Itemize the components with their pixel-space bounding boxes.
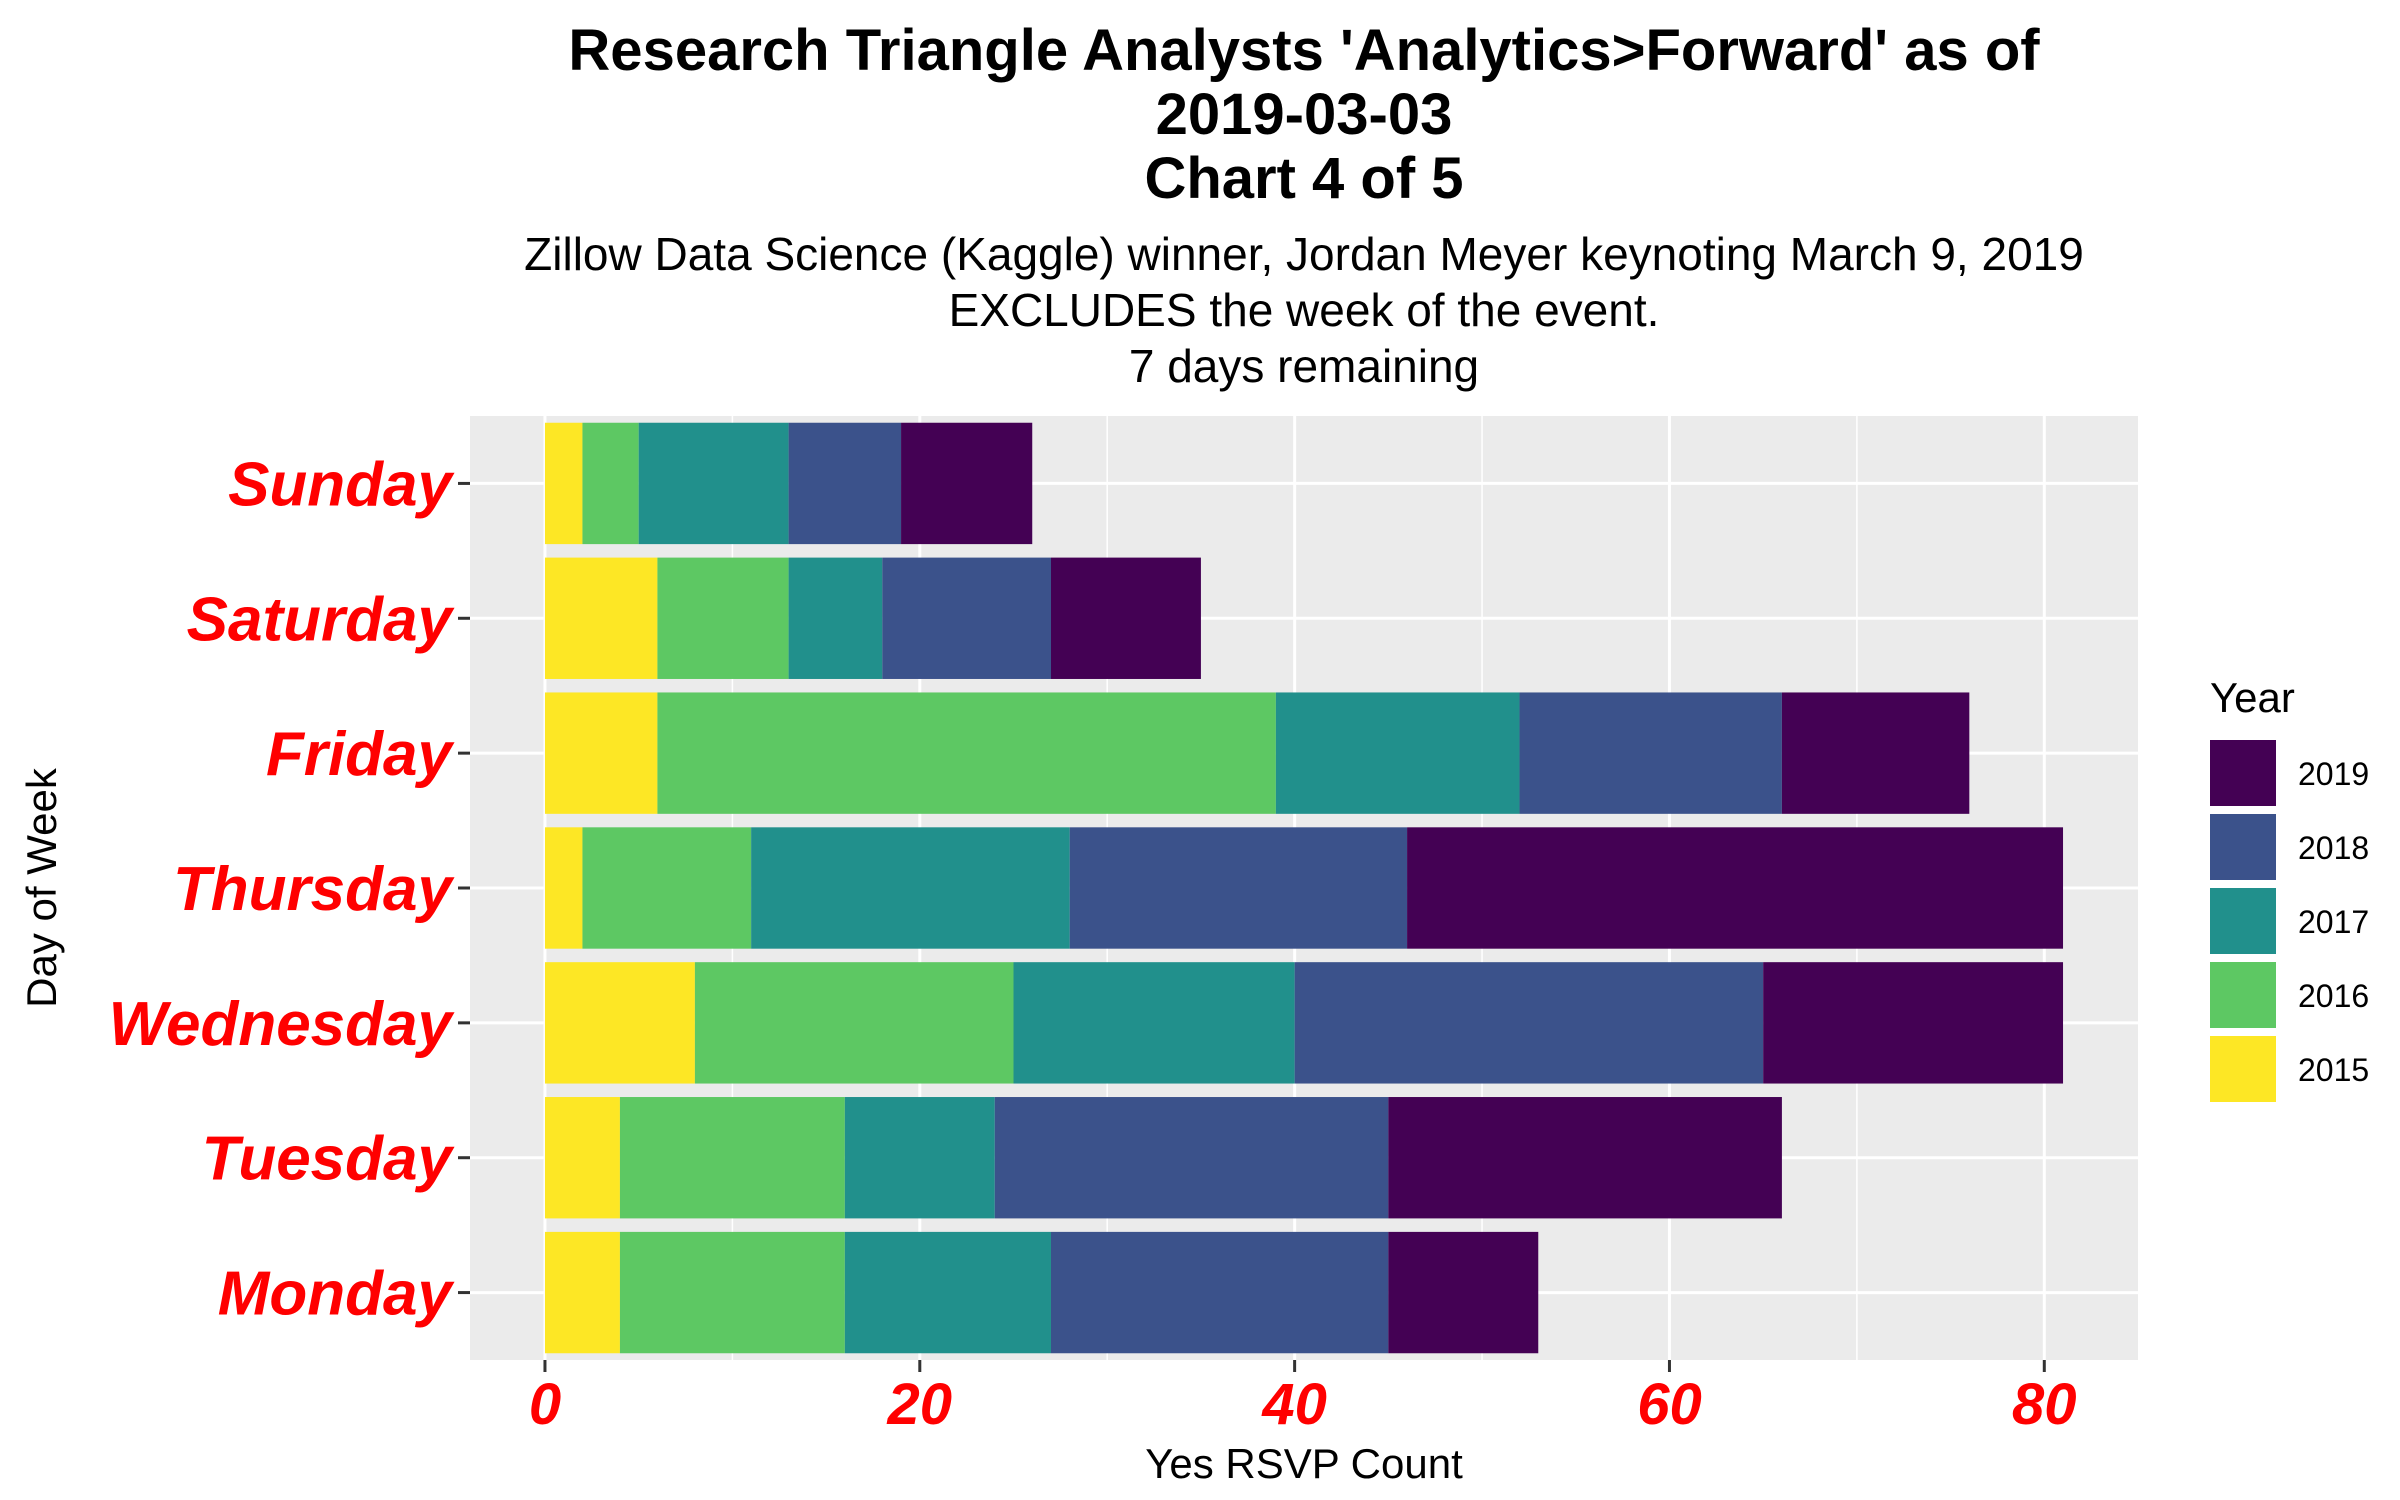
x-axis-labels: 0 20 40 60 80 bbox=[529, 1372, 2077, 1437]
x-tick-label-40: 40 bbox=[1261, 1372, 1327, 1437]
x-tick-label-60: 60 bbox=[1637, 1372, 1702, 1437]
bar-segment-monday-2016 bbox=[619, 1231, 845, 1354]
y-axis-labels: Monday Tuesday Wednesday Thursday Friday Satu… bbox=[109, 450, 456, 1328]
legend-item-2016: 2016 bbox=[2210, 962, 2369, 1028]
legend-label-2019: 2019 bbox=[2298, 756, 2369, 792]
bar-segment-tuesday-2016 bbox=[619, 1097, 845, 1219]
legend-swatch-2016 bbox=[2210, 962, 2276, 1028]
bar-stack-saturday bbox=[544, 557, 1201, 679]
legend-label-2015: 2015 bbox=[2298, 1052, 2369, 1088]
bar-segment-wednesday-2018 bbox=[1294, 962, 1764, 1084]
legend: Year 2019 2018 2017 2016 2015 bbox=[2210, 674, 2369, 1102]
bar-segment-wednesday-2015 bbox=[544, 962, 695, 1084]
bar-segment-monday-2018 bbox=[1050, 1231, 1389, 1354]
bar-stack-tuesday bbox=[544, 1097, 1782, 1219]
bar-segment-wednesday-2019 bbox=[1763, 962, 2064, 1084]
legend-swatch-2019 bbox=[2210, 740, 2276, 806]
y-tick-label-sunday: Sunday bbox=[228, 450, 455, 519]
bar-segment-friday-2018 bbox=[1519, 692, 1782, 814]
x-tick-label-0: 0 bbox=[529, 1372, 561, 1437]
bar-segment-tuesday-2015 bbox=[544, 1097, 620, 1219]
bar-segment-saturday-2015 bbox=[544, 557, 658, 679]
x-axis-ticks bbox=[543, 1360, 2046, 1372]
chart-subtitle: Zillow Data Science (Kaggle) winner, Jor… bbox=[524, 228, 2084, 392]
bar-segment-friday-2016 bbox=[657, 692, 1276, 814]
y-tick-label-tuesday: Tuesday bbox=[202, 1125, 456, 1194]
legend-swatch-2018 bbox=[2210, 814, 2276, 880]
chart-subtitle-line-2: EXCLUDES the week of the event. bbox=[949, 284, 1660, 336]
bar-segment-friday-2019 bbox=[1781, 692, 1970, 814]
bar-segment-friday-2017 bbox=[1275, 692, 1520, 814]
bar-stack-sunday bbox=[544, 422, 1033, 545]
legend-title: Year bbox=[2210, 674, 2295, 721]
bar-segment-sunday-2018 bbox=[788, 422, 902, 545]
bar-segment-thursday-2015 bbox=[544, 827, 583, 949]
bar-segment-saturday-2017 bbox=[788, 557, 883, 679]
bar-segment-tuesday-2018 bbox=[994, 1097, 1389, 1219]
bar-segment-tuesday-2019 bbox=[1388, 1097, 1782, 1219]
bar-segment-saturday-2018 bbox=[882, 557, 1051, 679]
bar-segment-sunday-2019 bbox=[901, 422, 1033, 545]
y-tick-label-saturday: Saturday bbox=[187, 585, 456, 654]
chart-title-line-3: Chart 4 of 5 bbox=[1144, 146, 1463, 211]
bar-segment-saturday-2019 bbox=[1050, 557, 1201, 679]
bar-segment-thursday-2019 bbox=[1407, 827, 2064, 949]
legend-items: 2019 2018 2017 2016 2015 bbox=[2210, 740, 2369, 1102]
bar-stacks bbox=[544, 422, 2064, 1354]
legend-swatch-2015 bbox=[2210, 1036, 2276, 1102]
bar-segment-wednesday-2016 bbox=[694, 962, 1014, 1084]
y-tick-label-wednesday: Wednesday bbox=[109, 990, 456, 1059]
bar-segment-saturday-2016 bbox=[657, 557, 789, 679]
legend-item-2018: 2018 bbox=[2210, 814, 2369, 880]
bar-segment-friday-2015 bbox=[544, 692, 658, 814]
legend-label-2017: 2017 bbox=[2298, 904, 2369, 940]
y-axis-title: Day of Week bbox=[18, 767, 65, 1008]
bar-stack-wednesday bbox=[544, 962, 2064, 1084]
bar-segment-thursday-2016 bbox=[582, 827, 752, 949]
x-axis-title: Yes RSVP Count bbox=[1145, 1440, 1463, 1487]
bar-stack-thursday bbox=[544, 827, 2064, 949]
chart-title-line-1: Research Triangle Analysts 'Analytics>Fo… bbox=[568, 18, 2040, 83]
chart-subtitle-line-1: Zillow Data Science (Kaggle) winner, Jor… bbox=[524, 228, 2084, 280]
legend-swatch-2017 bbox=[2210, 888, 2276, 954]
bar-segment-sunday-2016 bbox=[582, 422, 639, 545]
bar-segment-sunday-2015 bbox=[544, 422, 583, 545]
legend-item-2019: 2019 bbox=[2210, 740, 2369, 806]
bar-segment-sunday-2017 bbox=[638, 422, 789, 545]
bar-segment-monday-2017 bbox=[844, 1231, 1051, 1354]
bar-segment-wednesday-2017 bbox=[1013, 962, 1295, 1084]
bar-stack-monday bbox=[544, 1231, 1539, 1354]
legend-label-2016: 2016 bbox=[2298, 978, 2369, 1014]
y-axis-ticks bbox=[458, 481, 470, 1295]
bar-segment-tuesday-2017 bbox=[844, 1097, 995, 1219]
y-tick-label-friday: Friday bbox=[266, 720, 456, 789]
legend-label-2018: 2018 bbox=[2298, 830, 2369, 866]
chart-title-line-2: 2019-03-03 bbox=[1156, 82, 1453, 147]
chart-subtitle-line-3: 7 days remaining bbox=[1129, 340, 1479, 392]
y-tick-label-thursday: Thursday bbox=[173, 855, 456, 924]
x-tick-label-80: 80 bbox=[2012, 1372, 2077, 1437]
bar-segment-monday-2015 bbox=[544, 1231, 620, 1354]
legend-item-2017: 2017 bbox=[2210, 888, 2369, 954]
bar-segment-monday-2019 bbox=[1388, 1231, 1539, 1354]
bar-stack-friday bbox=[544, 692, 1970, 814]
y-tick-label-monday: Monday bbox=[218, 1260, 456, 1329]
legend-item-2015: 2015 bbox=[2210, 1036, 2369, 1102]
bar-segment-thursday-2017 bbox=[751, 827, 1070, 949]
chart-title: Research Triangle Analysts 'Analytics>Fo… bbox=[568, 18, 2040, 211]
bar-segment-thursday-2018 bbox=[1069, 827, 1408, 949]
x-tick-label-20: 20 bbox=[887, 1372, 953, 1437]
